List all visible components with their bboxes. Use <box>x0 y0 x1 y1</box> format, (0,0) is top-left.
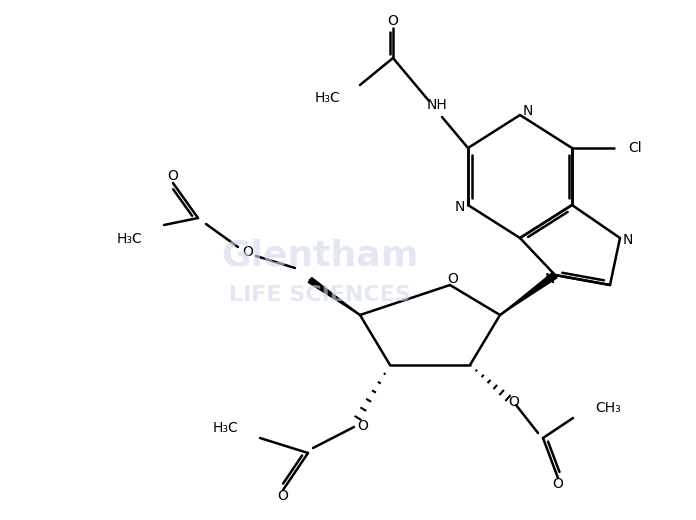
Text: O: O <box>358 419 368 433</box>
Polygon shape <box>500 272 557 315</box>
Text: H₃C: H₃C <box>212 421 238 435</box>
Text: H₃C: H₃C <box>315 91 340 105</box>
Text: O: O <box>278 489 288 503</box>
Text: CH₃: CH₃ <box>595 401 621 415</box>
Text: Cl: Cl <box>628 141 642 155</box>
Text: N: N <box>454 200 465 214</box>
Text: N: N <box>623 233 633 247</box>
Text: N: N <box>523 104 533 118</box>
Text: O: O <box>553 477 564 491</box>
Text: N: N <box>545 272 555 286</box>
Text: O: O <box>243 245 253 259</box>
Polygon shape <box>308 278 360 315</box>
Text: LIFE SCIENCES: LIFE SCIENCES <box>229 285 411 305</box>
Text: O: O <box>388 14 398 28</box>
Text: Glentham: Glentham <box>221 238 419 272</box>
Text: H₃C: H₃C <box>116 232 142 246</box>
Text: O: O <box>509 395 519 409</box>
Text: NH: NH <box>427 98 448 112</box>
Text: O: O <box>448 272 459 286</box>
Text: O: O <box>168 169 178 183</box>
